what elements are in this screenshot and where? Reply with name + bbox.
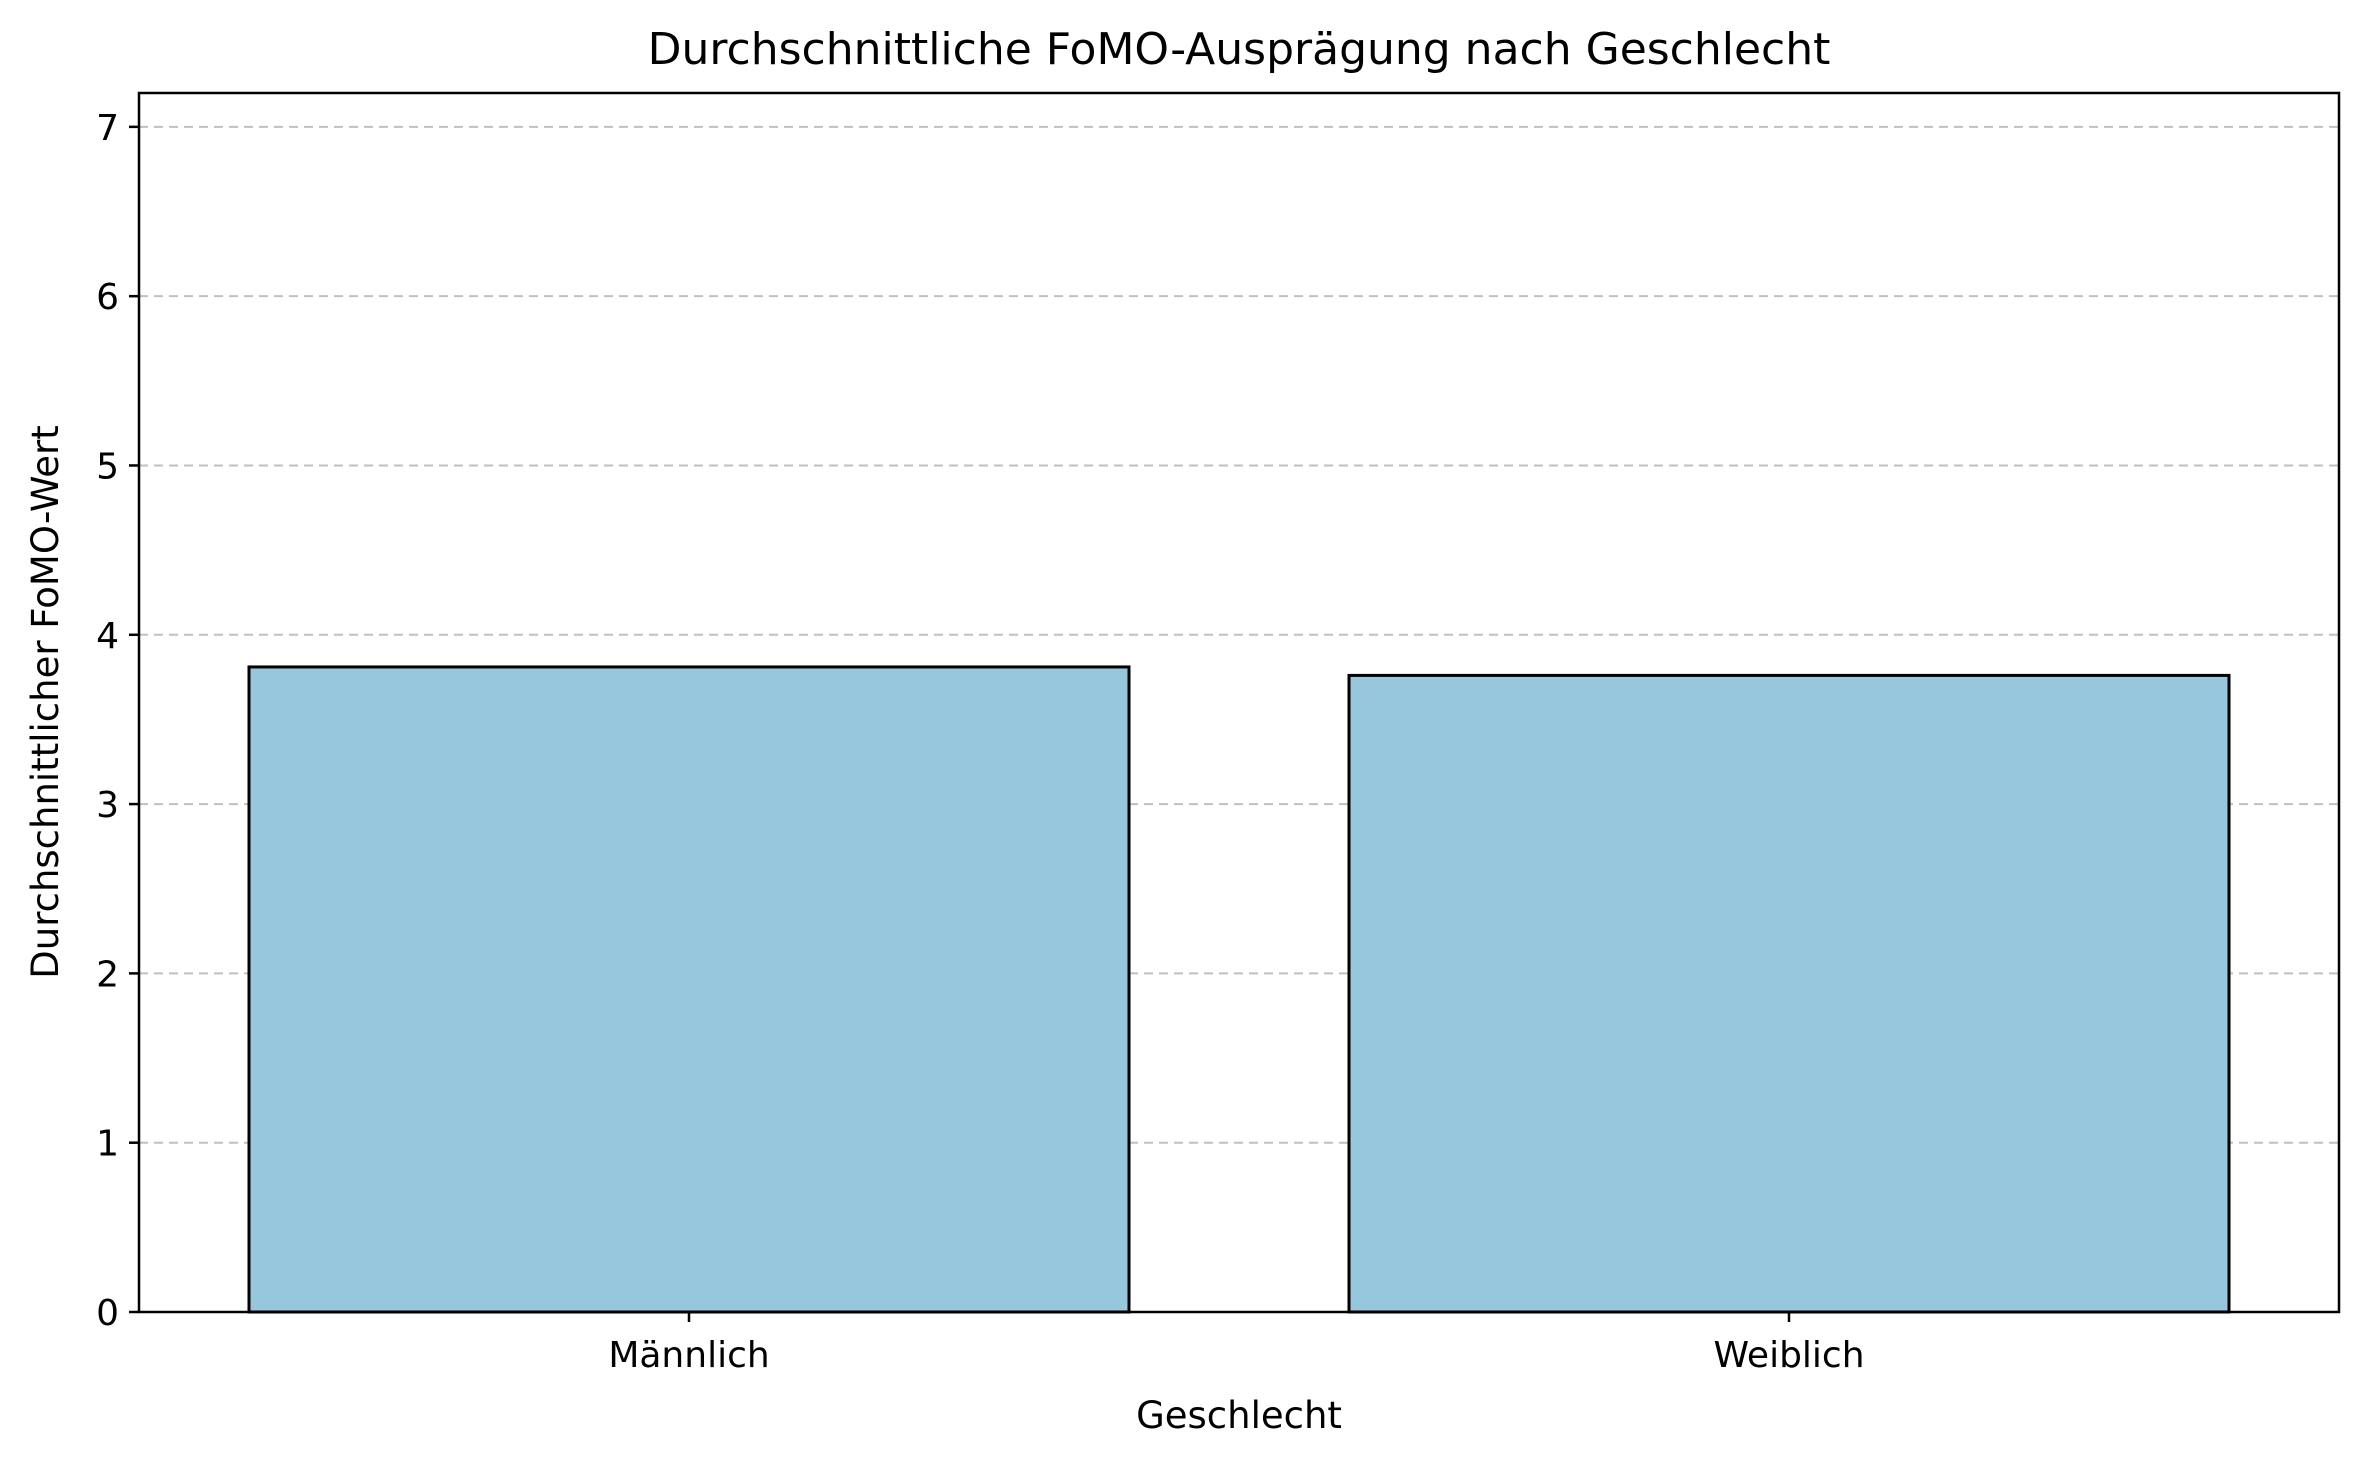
bar-weiblich (1347, 673, 2231, 1314)
y-tick-label: 4 (96, 616, 119, 657)
chart-title: Durchschnittliche FoMO-Ausprägung nach G… (648, 24, 1831, 75)
axis-ticks: 0 1 2 3 4 5 6 7 Männlich Weiblich (96, 108, 1864, 1376)
y-tick-label: 1 (96, 1124, 119, 1165)
y-tick-label: 3 (96, 785, 119, 826)
bar-maennlich (247, 665, 1131, 1314)
x-axis-label: Geschlecht (1136, 1394, 1342, 1437)
x-tick-label: Männlich (608, 1335, 769, 1376)
y-tick-label: 2 (96, 954, 119, 995)
plot-frame (137, 91, 2341, 1314)
y-tick-label: 5 (96, 446, 119, 487)
bars (247, 665, 2231, 1314)
y-tick-label: 0 (96, 1293, 119, 1334)
x-tick-label: Weiblich (1713, 1335, 1864, 1376)
y-axis-label: Durchschnittlicher FoMO-Wert (24, 425, 67, 978)
y-tick-label: 7 (96, 108, 119, 149)
y-tick-label: 6 (96, 277, 119, 318)
